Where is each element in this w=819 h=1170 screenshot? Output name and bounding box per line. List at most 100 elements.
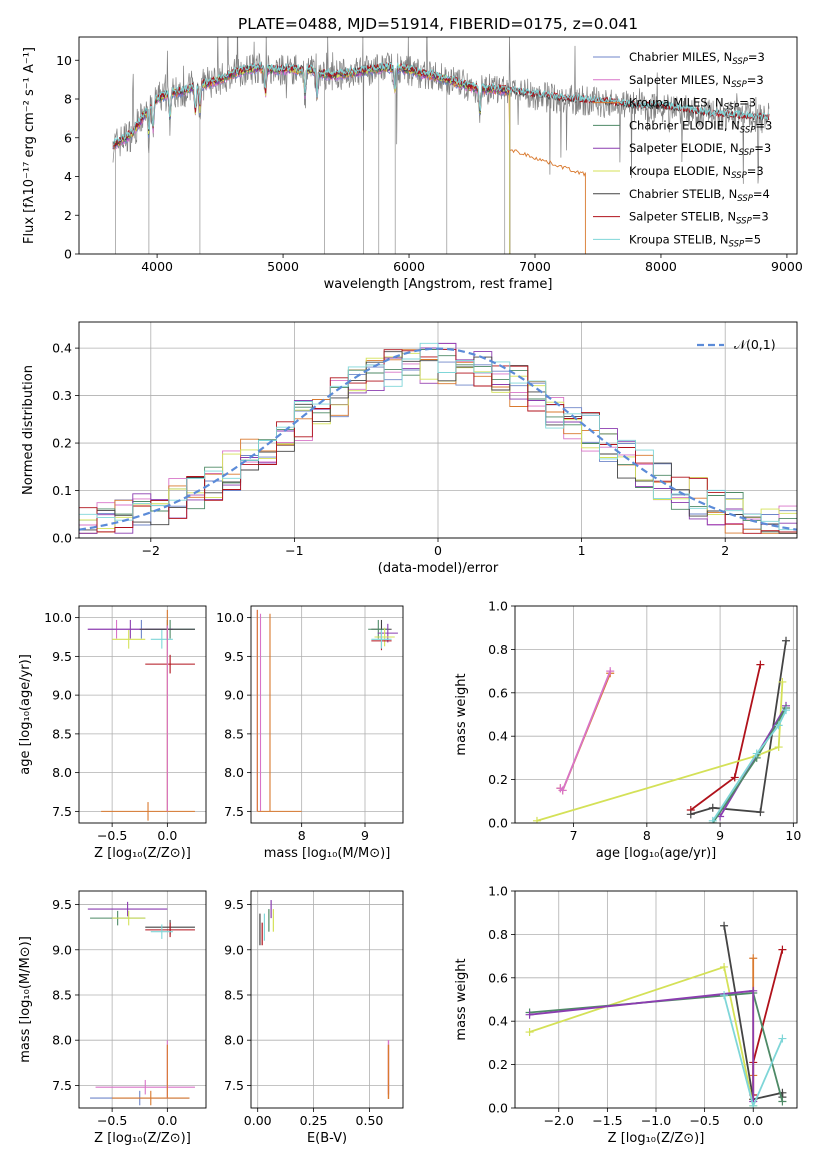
- y-tick-label: 8.0: [52, 1033, 72, 1048]
- axes-frame: [250, 890, 404, 1109]
- x-tick-label: −2: [142, 543, 160, 558]
- x-tick-label: −1.0: [641, 1113, 671, 1128]
- panel-age-vs-Z: −0.5 0.0 7.5 8.0 8.5 9.0 9.5 10.0 Z [log₁₀(Z/Z⊙)…: [18, 605, 207, 861]
- weight-marker: [720, 921, 729, 930]
- legend-entry: Chabrier ELODIE, NSSP=3: [629, 118, 772, 135]
- legend-entry: Salpeter STELIB, NSSP=3: [629, 210, 769, 227]
- y-tick-label: 0: [64, 247, 72, 262]
- y-tick-label: 7.5: [52, 1078, 72, 1093]
- y-tick-label: 9.5: [52, 649, 72, 664]
- plot-area-age-vs-mass: [256, 609, 398, 812]
- y-tick-label: 9.0: [52, 942, 72, 957]
- panel-mass-vs-Z: −0.5 0.0 7.5 8.0 8.5 9.0 9.5 Z [log₁₀(Z/Z⊙)] mas…: [18, 890, 207, 1146]
- y-axis-label: mass [log₁₀(M/M⊙)]: [18, 936, 33, 1063]
- x-tick-label: 7000: [519, 259, 551, 274]
- weight-series: [559, 670, 612, 793]
- y-tick-label: 10.0: [44, 610, 72, 625]
- plot-area-residuals: [79, 342, 797, 534]
- x-axis-label: (data-model)/error: [378, 561, 499, 576]
- y-tick-label: 2: [64, 208, 72, 223]
- x-tick-label: 4000: [141, 259, 173, 274]
- y-tick-label: 8.5: [224, 987, 244, 1002]
- y-tick-label: 9.0: [52, 688, 72, 703]
- panel-mass-vs-ebv: 0.00 0.25 0.50 7.5 8.0 8.5 9.0 9.5 E(B-V): [224, 890, 404, 1146]
- legend-entry: Chabrier MILES, NSSP=3: [629, 50, 765, 67]
- legend-entry: 𝒩(0,1): [734, 337, 776, 352]
- figure-title: PLATE=0488, MJD=51914, FIBERID=0175, z=0…: [238, 15, 638, 33]
- x-tick-label: 1: [578, 543, 586, 558]
- y-tick-label: 0.3: [52, 388, 72, 403]
- weight-marker: [749, 986, 758, 995]
- weight-marker: [686, 810, 695, 819]
- y-tick-label: 9.5: [52, 897, 72, 912]
- y-tick-label: 8.0: [52, 765, 72, 780]
- x-tick-label: 2: [721, 543, 729, 558]
- legend-entry: Salpeter MILES, NSSP=3: [629, 73, 764, 90]
- x-tick-label: 6000: [393, 259, 425, 274]
- weight-marker: [720, 962, 729, 971]
- axes-frame: [78, 36, 798, 255]
- x-axis-label: E(B-V): [307, 1131, 347, 1146]
- legend-entry: Kroupa STELIB, NSSP=5: [629, 232, 761, 249]
- y-tick-label: 8: [64, 92, 72, 107]
- weight-marker: [774, 743, 783, 752]
- x-axis-label: wavelength [Angstrom, rest frame]: [324, 277, 553, 292]
- x-tick-label: −1: [285, 543, 303, 558]
- weight-marker: [525, 1028, 534, 1037]
- plot-area-mass-vs-ebv: [259, 900, 390, 1099]
- y-tick-label: 0.4: [488, 729, 508, 744]
- y-tick-label: 8.0: [224, 765, 244, 780]
- y-tick-label: 0.2: [488, 772, 508, 787]
- x-tick-label: 0: [434, 543, 442, 558]
- axes-frame: [78, 890, 207, 1109]
- y-tick-label: 0.6: [488, 685, 508, 700]
- weight-marker: [778, 945, 787, 954]
- weight-series: [719, 705, 787, 817]
- weight-marker: [606, 667, 615, 676]
- plot-area-weight-vs-Z: [525, 921, 787, 1108]
- x-tick-label: 9000: [771, 259, 803, 274]
- y-tick-label: 4: [64, 169, 72, 184]
- x-axis-label: Z [log₁₀(Z/Z⊙)]: [94, 846, 191, 861]
- weight-series: [529, 989, 755, 1102]
- x-tick-label: −0.5: [97, 828, 127, 843]
- x-axis-label: Z [log₁₀(Z/Z⊙)]: [608, 1131, 705, 1146]
- weight-series: [690, 640, 787, 816]
- legend: Chabrier MILES, NSSP=3 Salpeter MILES, NS…: [593, 50, 772, 249]
- y-tick-label: 8.5: [52, 726, 72, 741]
- y-axis-label: Normed distribution: [21, 365, 36, 495]
- y-tick-label: 9.5: [224, 897, 244, 912]
- legend-entry: Salpeter ELODIE, NSSP=3: [629, 141, 771, 158]
- y-tick-label: 0.1: [52, 483, 72, 498]
- weight-series: [529, 965, 755, 1106]
- plot-area-spectrum: [112, 37, 770, 254]
- y-tick-label: 0.2: [488, 1057, 508, 1072]
- y-tick-label: 0.8: [488, 642, 508, 657]
- panel-weight-vs-Z: −2.0 −1.5 −1.0 −0.5 0.0 0.0 0.2 0.4 0.6 0.8 1.0 Z […: [454, 884, 798, 1146]
- weight-marker: [749, 1101, 758, 1108]
- weight-marker: [708, 803, 717, 812]
- model-kroupa-stelib-n-ssp-: [112, 62, 770, 146]
- y-tick-label: 6: [64, 130, 72, 145]
- x-tick-label: 8: [643, 828, 651, 843]
- plot-area-weight-vs-age: [532, 636, 791, 823]
- legend-entry: Kroupa MILES, NSSP=3: [629, 96, 756, 113]
- y-axis-label: mass weight: [454, 958, 469, 1040]
- plot-area-mass-vs-Z: [87, 901, 195, 1106]
- x-axis-label: age [log₁₀(age/yr)]: [596, 846, 717, 861]
- y-tick-label: 0.4: [488, 1014, 508, 1029]
- weight-marker: [532, 816, 541, 823]
- weight-marker: [756, 808, 765, 817]
- x-axis-label: mass [log₁₀(M/M⊙)]: [264, 846, 391, 861]
- weight-series: [690, 664, 762, 811]
- weight-marker: [778, 1034, 787, 1043]
- axes-frame: [250, 605, 404, 824]
- weight-marker: [752, 749, 761, 758]
- x-tick-label: −0.5: [97, 1113, 127, 1128]
- weight-marker: [730, 773, 739, 782]
- weight-marker: [782, 636, 791, 645]
- y-tick-label: 9.0: [224, 942, 244, 957]
- weight-marker: [525, 1010, 534, 1019]
- x-tick-label: 0.50: [356, 1113, 384, 1128]
